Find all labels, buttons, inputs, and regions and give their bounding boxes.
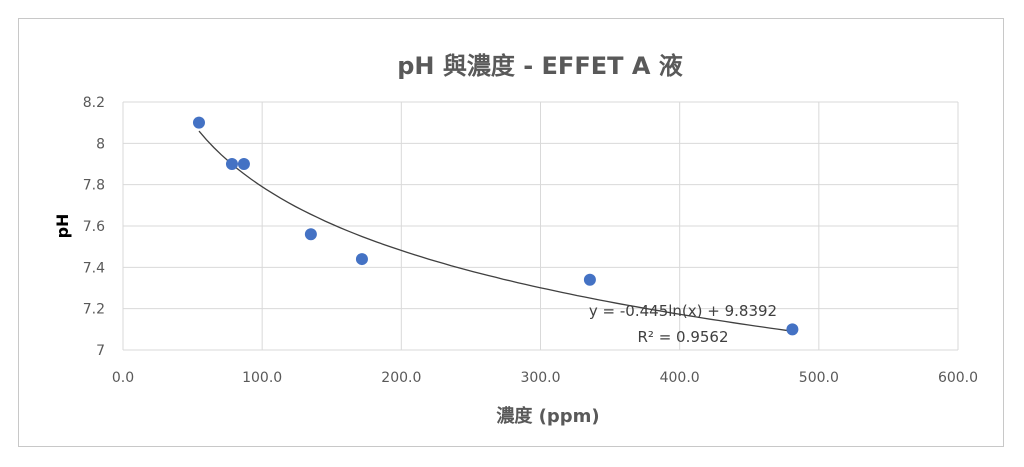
y-tick-label: 8	[96, 136, 105, 152]
y-tick-label: 7.6	[83, 219, 105, 235]
y-tick-label: 8.2	[83, 95, 105, 111]
x-tick-label: 300.0	[520, 370, 560, 386]
x-tick-label: 400.0	[660, 370, 700, 386]
x-tick-label: 200.0	[381, 370, 421, 386]
trendline	[198, 130, 793, 332]
y-tick-label: 7.8	[83, 178, 105, 194]
x-axis-label: 濃度 (ppm)	[496, 405, 599, 427]
x-tick-label: 0.0	[112, 370, 134, 386]
data-point	[304, 228, 317, 241]
x-tick-label: 500.0	[799, 370, 839, 386]
data-points	[192, 116, 799, 336]
trend-r2: R² = 0.9562	[637, 328, 728, 346]
x-tick-label: 100.0	[242, 370, 282, 386]
y-tick-label: 7.4	[83, 260, 105, 276]
x-tick-label: 600.0	[938, 370, 978, 386]
data-point	[237, 158, 250, 170]
y-tick-label: 7.2	[83, 302, 105, 318]
trend-equation: y = -0.445ln(x) + 9.8392	[589, 302, 777, 320]
gridlines	[122, 101, 959, 351]
data-point	[355, 253, 368, 266]
data-point	[583, 273, 596, 286]
tick-labels: 0.0 100.0 200.0 300.0 400.0 500.0 600.0 7 7.2 7.4…	[83, 95, 978, 386]
y-tick-label: 7	[96, 343, 105, 359]
chart-frame	[18, 18, 1004, 447]
data-point	[192, 116, 205, 129]
chart-title: pH 與濃度 - EFFET A 液	[397, 52, 683, 80]
data-point	[786, 323, 799, 336]
y-axis-label: pH	[53, 214, 72, 239]
data-point	[225, 158, 238, 170]
